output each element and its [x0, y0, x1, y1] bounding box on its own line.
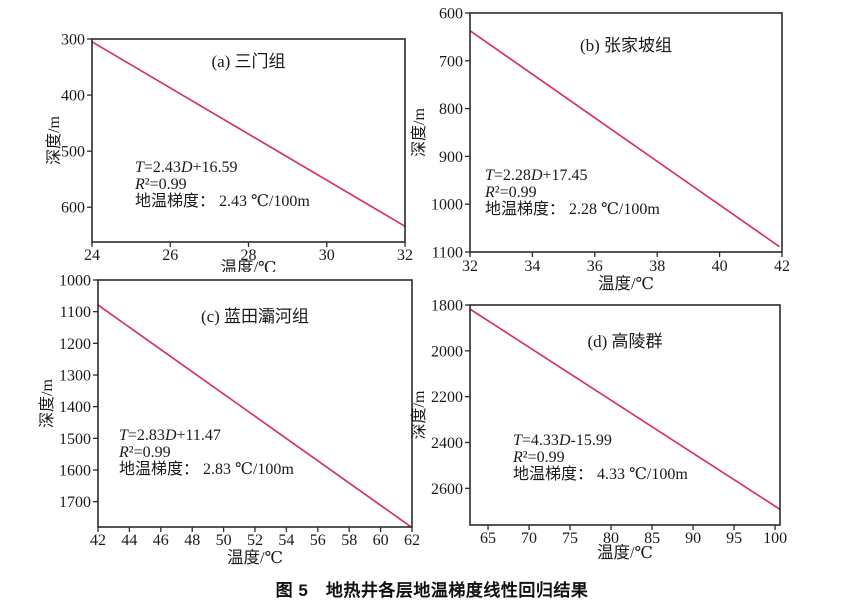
x-axis-label: 温度/℃ — [220, 258, 276, 272]
subplot-b-zhangjiapo: 32 34 36 38 40 42 600 700 800 900 1000 1100 (b) 张家坡组… — [400, 0, 864, 293]
x-tick-label: 90 — [685, 530, 701, 547]
x-tick-label: 50 — [216, 532, 232, 549]
y-tick-label: 1600 — [59, 463, 91, 480]
y-tick-label: 1200 — [59, 336, 91, 353]
regression-line — [469, 29, 780, 248]
x-tick-label: 42 — [774, 258, 790, 275]
y-tick-label: 1100 — [432, 245, 463, 262]
y-axis-label: 深度/m — [38, 379, 56, 428]
y-tick-label: 1800 — [431, 298, 463, 315]
x-tick-label: 40 — [712, 258, 728, 275]
chart-canvas-a: 24 26 28 30 32 300 400 500 600 (a) 三门组 T=2.43D+16.… — [45, 32, 413, 273]
y-tick-label: 2400 — [431, 435, 463, 452]
gradient-text: 地温梯度： 2.83 ℃/100m — [119, 460, 294, 478]
plot-border — [469, 304, 781, 526]
y-tick-label: 800 — [439, 101, 463, 118]
x-tick-label: 75 — [562, 530, 578, 547]
y-tick-label: 1000 — [431, 197, 463, 214]
y-tick-label: 600 — [61, 200, 85, 217]
plot-border — [469, 12, 783, 253]
x-tick-label: 95 — [726, 530, 742, 547]
subplot-title: (c) 蓝田灞河组 — [201, 307, 309, 326]
subplot-d-gaoling: 65 70 75 80 85 90 95 100 1800 2000 2200 2400 2600 (d)… — [400, 292, 864, 594]
x-tick-label: 56 — [310, 532, 326, 549]
chart-canvas-d: 65 70 75 80 85 90 95 100 1800 2000 2200 2400 2600 (d)… — [410, 298, 787, 563]
y-tick-label: 1100 — [60, 304, 91, 321]
r-squared-text: R²=0.99 — [134, 176, 187, 193]
y-tick-label: 1000 — [59, 273, 91, 290]
r-squared-text: R²=0.99 — [118, 444, 171, 461]
y-axis-label: 深度/m — [410, 390, 428, 439]
x-tick-label: 46 — [153, 532, 169, 549]
x-tick-label: 38 — [649, 258, 665, 275]
r-squared-text: R²=0.99 — [512, 449, 565, 466]
y-tick-label: 1700 — [59, 494, 91, 511]
regression-line — [91, 40, 406, 228]
x-axis-label: 温度/℃ — [597, 543, 653, 562]
x-tick-label: 80 — [603, 530, 619, 547]
gradient-text: 地温梯度： 2.28 ℃/100m — [485, 200, 660, 218]
subplot-title: (a) 三门组 — [211, 52, 285, 71]
regression-line — [97, 304, 412, 528]
x-tick-label: 60 — [373, 532, 389, 549]
y-tick-label: 2600 — [431, 481, 463, 498]
y-tick-label: 700 — [439, 53, 463, 70]
equation-text: T=2.43D+16.59 — [135, 159, 238, 176]
x-tick-label: 30 — [319, 247, 335, 264]
y-tick-label: 500 — [61, 144, 85, 161]
x-tick-label: 52 — [247, 532, 263, 549]
y-tick-label: 300 — [61, 32, 85, 49]
subplot-title: (d) 高陵群 — [587, 332, 662, 351]
subplot-c-lantianbahe: 42 44 46 48 50 52 54 56 58 60 62 1000 1100 1200 1300 14… — [30, 272, 434, 574]
y-tick-label: 400 — [61, 88, 85, 105]
x-tick-label: 26 — [162, 247, 178, 264]
equation-text: T=2.83D+11.47 — [119, 427, 221, 444]
figure-caption: 图 5 地热井各层地温梯度线性回归结果 — [275, 581, 589, 600]
y-axis-label: 深度/m — [410, 108, 428, 157]
x-tick-label: 42 — [90, 532, 106, 549]
x-tick-label: 65 — [480, 530, 496, 547]
x-axis-label: 温度/℃ — [598, 274, 654, 292]
x-tick-label: 36 — [587, 258, 603, 275]
x-tick-label: 70 — [521, 530, 537, 547]
x-tick-label: 32 — [462, 258, 478, 275]
equation-text: T=4.33D-15.99 — [513, 432, 612, 449]
y-tick-label: 900 — [439, 149, 463, 166]
x-tick-label: 24 — [84, 247, 100, 264]
y-tick-label: 1300 — [59, 368, 91, 385]
equation-text: T=2.28D+17.45 — [485, 167, 588, 184]
y-tick-label: 1400 — [59, 399, 91, 416]
x-axis-label: 温度/℃ — [227, 548, 283, 567]
y-tick-label: 600 — [439, 6, 463, 23]
x-tick-label: 48 — [184, 532, 200, 549]
x-tick-label: 58 — [341, 532, 357, 549]
x-tick-label: 34 — [524, 258, 540, 275]
x-tick-label: 32 — [397, 247, 413, 264]
subplot-title: (b) 张家坡组 — [580, 36, 672, 55]
y-tick-label: 2000 — [431, 343, 463, 360]
x-tick-label: 28 — [241, 247, 257, 264]
chart-canvas-b: 32 34 36 38 40 42 600 700 800 900 1000 1100 (b) 张家坡组… — [410, 6, 790, 293]
r-squared-text: R²=0.99 — [484, 184, 537, 201]
regression-line — [469, 308, 781, 511]
x-tick-label: 44 — [121, 532, 137, 549]
x-tick-label: 54 — [278, 532, 294, 549]
y-axis-label: 深度/m — [45, 116, 63, 165]
chart-canvas-c: 42 44 46 48 50 52 54 56 58 60 62 1000 1100 1200 1300 14… — [38, 273, 420, 568]
subplot-a-sanmen: 24 26 28 30 32 300 400 500 600 (a) 三门组 T=2.43D+16.… — [30, 10, 434, 273]
y-tick-label: 2200 — [431, 389, 463, 406]
x-tick-label: 62 — [404, 532, 420, 549]
gradient-text: 地温梯度： 4.33 ℃/100m — [513, 465, 688, 483]
x-tick-label: 85 — [644, 530, 660, 547]
gradient-text: 地温梯度： 2.43 ℃/100m — [135, 192, 310, 210]
y-tick-label: 1500 — [59, 431, 91, 448]
x-tick-label: 100 — [763, 530, 787, 547]
